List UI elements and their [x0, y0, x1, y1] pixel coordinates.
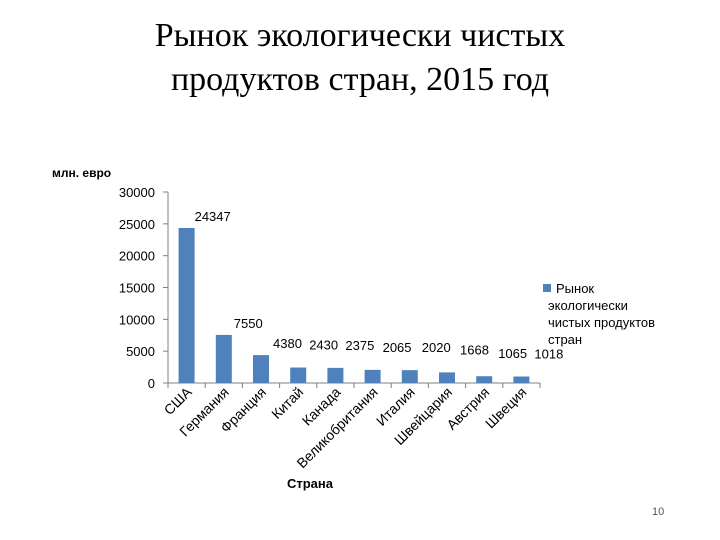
bar: [476, 376, 493, 383]
legend-swatch: [543, 284, 551, 292]
x-category-label: США: [161, 383, 196, 418]
y-tick-label: 20000: [119, 249, 155, 264]
data-label: 1065: [498, 346, 527, 361]
bar: [364, 369, 381, 383]
bar: [513, 376, 530, 383]
y-tick-label: 0: [148, 376, 155, 391]
legend-label: Рынок: [556, 281, 594, 296]
bar: [290, 367, 307, 383]
data-label: 2375: [345, 338, 374, 353]
x-category-label: Швеция: [482, 384, 530, 432]
legend-label: чистых продуктов: [548, 315, 655, 330]
data-label: 2430: [309, 338, 338, 353]
bar: [253, 355, 269, 383]
page-number: 10: [652, 506, 665, 518]
data-label: 7550: [234, 316, 263, 331]
bar: [215, 334, 232, 383]
slide-title-line-1: Рынок экологически чистых: [154, 17, 566, 54]
bar: [401, 370, 418, 383]
legend-label: экологически: [548, 298, 628, 313]
bar: [439, 372, 455, 383]
y-tick-label: 10000: [119, 312, 155, 327]
y-tick-label: 30000: [119, 185, 155, 200]
x-axis-title: Страна: [287, 476, 334, 491]
y-tick-label: 25000: [119, 217, 155, 232]
bar: [178, 227, 195, 383]
legend-label: стран: [548, 332, 582, 347]
slide-title-line-2: продуктов стран, 2015 год: [170, 61, 550, 98]
data-label: 4380: [273, 336, 302, 351]
data-label: 1668: [460, 342, 489, 357]
data-label: 2065: [383, 340, 412, 355]
data-label: 24347: [195, 209, 231, 224]
y-axis-title: млн. евро: [52, 166, 111, 180]
data-label: 2020: [422, 340, 451, 355]
bar: [327, 367, 344, 383]
data-label: 1018: [534, 347, 563, 362]
y-tick-label: 5000: [126, 344, 155, 359]
y-tick-label: 15000: [119, 281, 155, 296]
slide-title: Рынок экологически чистых продуктов стра…: [0, 14, 720, 102]
